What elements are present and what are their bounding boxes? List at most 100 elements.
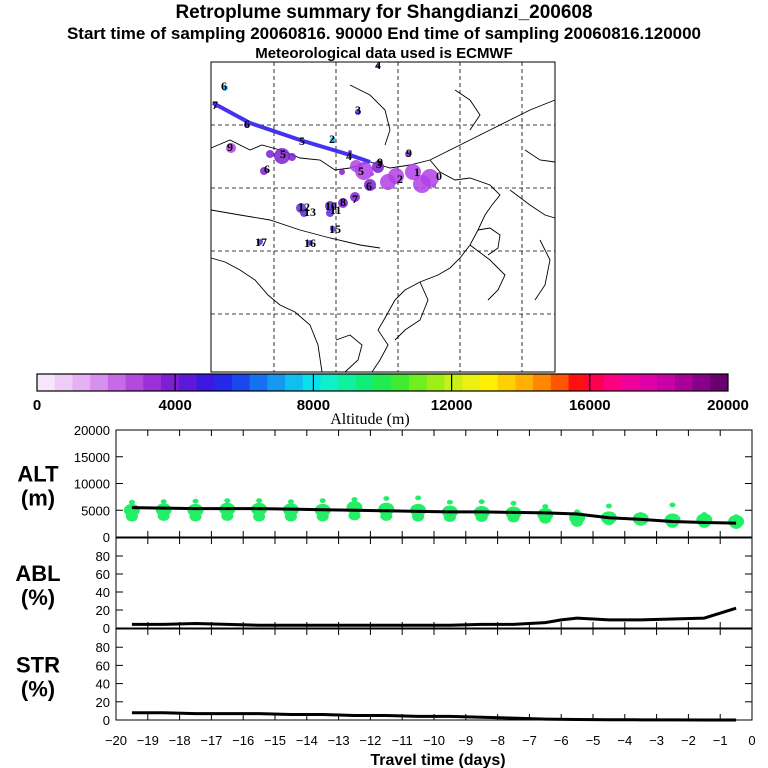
x-tick-label: −20 — [105, 733, 127, 748]
map-point-label: 6 — [264, 162, 270, 176]
map-plume-point — [300, 139, 304, 143]
altitude-point — [510, 500, 517, 506]
y-tick-label: 0 — [103, 713, 110, 728]
altitude-point — [155, 503, 172, 517]
colorbar-cell — [479, 374, 499, 391]
map-plume-point — [214, 104, 218, 108]
x-tick-label: −5 — [586, 733, 601, 748]
colorbar-cell — [338, 374, 357, 391]
colorbar-tick-label: 0 — [33, 397, 41, 414]
map-point-label: 8 — [340, 195, 346, 209]
colorbar-cell — [515, 374, 534, 391]
altitude-point — [123, 503, 140, 517]
x-tick-label: −11 — [392, 733, 413, 748]
map-plume-point — [300, 209, 308, 217]
map-plume-point — [350, 160, 362, 172]
altitude-point — [287, 499, 294, 505]
altitude-point — [537, 508, 554, 521]
panel-abl: 0 20 40 60 80 ABL(%) — [15, 537, 753, 636]
map-plume-point — [432, 184, 436, 188]
map-point-label: 9 — [227, 140, 233, 154]
map-plume-point — [372, 161, 384, 173]
colorbar-tick-label: 8000 — [297, 397, 330, 414]
map-point-label: 0 — [436, 169, 442, 183]
altitude-point — [256, 498, 263, 504]
panel-label: ALT — [17, 462, 59, 487]
y-tick-label: 0 — [103, 621, 110, 636]
y-tick-label: 20000 — [74, 423, 110, 438]
y-tick-label: 80 — [96, 640, 110, 655]
y-tick-label: 60 — [96, 567, 110, 582]
x-tick-label: 0 — [748, 733, 755, 748]
map-point-label: 11 — [330, 203, 341, 217]
altitude-point — [701, 512, 708, 517]
colorbar-cell — [621, 374, 640, 391]
colorbar-cell — [497, 374, 516, 391]
panel-str: 0 20 40 60 80 STR(%) — [16, 628, 753, 728]
altitude-point — [605, 503, 612, 509]
map-plume-point — [339, 169, 345, 175]
map-plume-point — [405, 151, 411, 157]
map-plume-point — [222, 85, 228, 91]
altitude-point — [187, 503, 204, 517]
met-data-subtitle: Meteorological data used is ECMWF — [255, 45, 513, 62]
altitude-point — [192, 498, 199, 504]
colorbar-tick-label: 4000 — [159, 397, 192, 414]
altitude-point — [733, 514, 740, 520]
map-plume-point — [226, 143, 236, 153]
map-plume-point — [257, 239, 263, 245]
map-point-label: 6 — [366, 179, 372, 193]
x-tick-label: −17 — [200, 733, 222, 748]
y-tick-label: 40 — [96, 585, 110, 600]
map-point-label: 10 — [325, 199, 337, 213]
colorbar-cell — [444, 374, 463, 391]
colorbar-cell — [355, 374, 375, 391]
map-frame — [210, 61, 556, 373]
altitude-point — [728, 515, 745, 528]
panel-alt: 0 5000 10000 15000 20000 ALT(m) — [17, 423, 753, 545]
colorbar-tick-label: 16000 — [569, 397, 611, 414]
panel-label: STR — [16, 653, 60, 678]
map-point-label: 3 — [376, 157, 382, 171]
altitude-point — [637, 512, 644, 517]
altitude-point — [415, 495, 422, 501]
y-tick-label: 40 — [96, 677, 110, 692]
map-plume-point — [364, 179, 376, 191]
colorbar-cell — [391, 374, 410, 391]
altitude-point — [383, 496, 390, 501]
x-tick-label: −13 — [328, 733, 350, 748]
x-tick-label: −10 — [423, 733, 445, 748]
colorbar-cell — [674, 374, 694, 391]
map-plume-point — [260, 167, 268, 175]
trajectory-line — [212, 101, 371, 164]
str-series-line — [131, 711, 737, 722]
colorbar-cell — [285, 374, 304, 391]
map-plume-point — [244, 122, 250, 128]
colorbar-cell — [692, 374, 711, 391]
abl-series-line — [131, 606, 737, 627]
map-plume-point — [330, 226, 336, 232]
panel-unit: (m) — [21, 486, 55, 511]
x-tick-label: −7 — [522, 733, 537, 748]
map-point-label: 4 — [346, 149, 352, 163]
colorbar-cell — [639, 374, 658, 391]
altitude-point — [128, 499, 135, 505]
x-axis-title: Travel time (days) — [370, 752, 505, 768]
colorbar-cell — [302, 374, 321, 391]
colorbar-cell — [54, 374, 73, 391]
x-tick-label: −16 — [232, 733, 254, 748]
altitude-point — [224, 498, 231, 504]
x-tick-label: −14 — [296, 733, 318, 748]
colorbar-cell — [72, 374, 91, 391]
altitude-point — [160, 499, 167, 505]
map-point-label: 2 — [397, 172, 403, 186]
colorbar-cell — [107, 374, 127, 391]
map-plume-point — [330, 137, 336, 143]
map-point-label: 12 — [298, 200, 310, 214]
map-plume-point — [288, 153, 296, 161]
map-plume-point — [325, 201, 335, 211]
colorbar-cell — [426, 374, 446, 391]
x-tick-label: −1 — [713, 733, 728, 748]
